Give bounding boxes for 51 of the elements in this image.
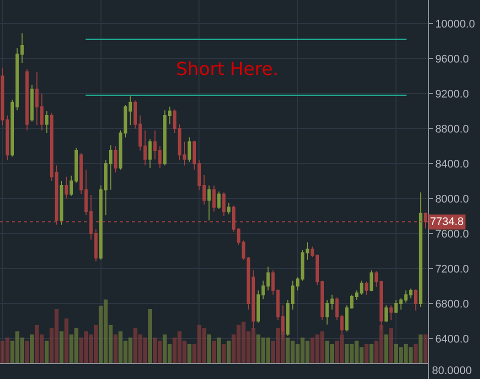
y-tick-label: 9200.0: [435, 88, 469, 100]
y-tick-label: 7200.0: [435, 263, 469, 276]
bar: [148, 309, 152, 363]
ref-line-label: 7734.8: [430, 216, 464, 228]
y-tick-label: 10000.0: [435, 18, 475, 30]
bar: [364, 344, 368, 363]
candlestick: [25, 68, 29, 131]
candlestick: [212, 184, 216, 212]
candlestick: [60, 180, 64, 226]
y-tick-label: 7600.0: [435, 228, 469, 240]
bar: [25, 340, 30, 363]
bar: [418, 334, 423, 363]
candlestick: [148, 138, 152, 168]
candlestick: [389, 304, 393, 321]
bar: [424, 334, 428, 363]
bar: [369, 344, 374, 363]
bar: [414, 344, 418, 363]
y-tick-label: 6400.0: [435, 333, 469, 346]
candlestick: [207, 184, 211, 221]
candlestick: [418, 192, 422, 308]
bar: [222, 344, 226, 363]
bar: [216, 338, 221, 363]
y-tick-label: 6800.0: [435, 298, 469, 310]
candlestick: [30, 84, 34, 122]
y-tick-label: 8800.0: [435, 123, 469, 136]
candlestick: [188, 136, 192, 162]
bar: [64, 318, 68, 363]
candlestick: [370, 270, 374, 292]
candlestick: [114, 146, 118, 173]
bar: [187, 344, 192, 363]
text: 80.0000: [432, 365, 472, 377]
bar: [207, 334, 212, 363]
y-tick-label: 8000.0: [435, 193, 469, 206]
candlestick: [414, 289, 418, 312]
candlestick: [271, 270, 275, 296]
bar: [30, 334, 34, 363]
candlestick: [227, 202, 230, 215]
bar: [60, 331, 64, 363]
y-tick-label: 9600.0: [435, 53, 469, 66]
candlestick: [222, 192, 226, 217]
candlestick: [45, 110, 48, 134]
candlestick: [364, 281, 368, 296]
y-tick-label: 8400.0: [435, 158, 469, 170]
bar: [384, 334, 388, 363]
bar: [114, 334, 118, 363]
bar: [389, 328, 394, 363]
candlestick: [217, 191, 221, 210]
candlestick: [64, 176, 68, 200]
annotation: Short Here.: [176, 59, 278, 80]
bar: [212, 340, 216, 363]
candlestick: [384, 304, 388, 322]
